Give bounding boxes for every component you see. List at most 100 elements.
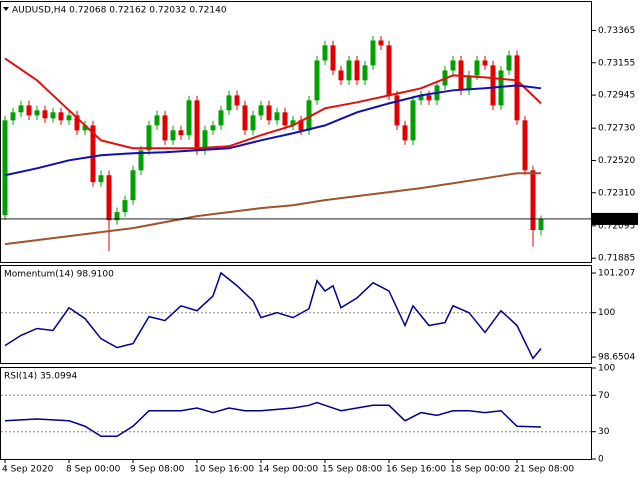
candle-body bbox=[346, 60, 352, 81]
candle-body bbox=[338, 70, 344, 81]
candle-body bbox=[418, 95, 424, 101]
candle-body bbox=[82, 125, 88, 131]
candle-body bbox=[178, 130, 184, 136]
candle-body bbox=[370, 40, 376, 66]
candle-body bbox=[2, 120, 8, 216]
indicator-line bbox=[4, 401, 542, 437]
candle-body bbox=[498, 70, 504, 106]
candle-body bbox=[202, 130, 208, 151]
x-tick-label: 4 Sep 2020 bbox=[2, 465, 54, 475]
candle-body bbox=[194, 100, 200, 151]
x-tick-label: 15 Sep 08:00 bbox=[322, 465, 382, 475]
candle-body bbox=[274, 112, 280, 121]
candle-body bbox=[258, 105, 264, 116]
candle-body bbox=[322, 45, 328, 61]
candle-body bbox=[90, 125, 96, 183]
y-tick-label: 70 bbox=[598, 391, 610, 401]
candle-body bbox=[114, 212, 120, 221]
rsi-panel-frame bbox=[0, 367, 592, 460]
x-tick-label: 14 Sep 00:00 bbox=[258, 465, 318, 475]
y-tick-label: 0.72945 bbox=[598, 91, 635, 101]
candle-body bbox=[218, 110, 224, 126]
candle-body bbox=[426, 95, 432, 101]
candle-body bbox=[378, 40, 384, 46]
symbol-marker bbox=[3, 7, 9, 11]
y-tick-label: 0 bbox=[598, 455, 604, 465]
candle-body bbox=[146, 125, 152, 151]
y-tick-label: 0.72730 bbox=[598, 124, 635, 134]
candle-body bbox=[10, 112, 16, 121]
candle-body bbox=[138, 150, 144, 171]
x-tick-label: 10 Sep 16:00 bbox=[194, 465, 254, 475]
x-tick-label: 18 Sep 00:00 bbox=[450, 465, 510, 475]
candle-body bbox=[410, 100, 416, 141]
x-tick-label: 8 Sep 00:00 bbox=[66, 465, 121, 475]
x-tick-label: 9 Sep 08:00 bbox=[130, 465, 185, 475]
y-tick-label: 100 bbox=[598, 308, 615, 318]
candle-body bbox=[250, 115, 256, 131]
candle-body bbox=[282, 112, 288, 126]
indicator-line bbox=[4, 271, 542, 360]
candle-body bbox=[530, 170, 536, 230]
candle-body bbox=[290, 120, 296, 126]
candle-body bbox=[42, 110, 48, 119]
candle-body bbox=[266, 105, 272, 121]
candle-body bbox=[122, 200, 128, 213]
candle-body bbox=[298, 120, 304, 131]
candle-body bbox=[154, 115, 160, 126]
candle-body bbox=[74, 115, 80, 131]
candle-body bbox=[474, 60, 480, 76]
momentum-panel-frame bbox=[0, 265, 592, 364]
y-tick-label: 100 bbox=[598, 364, 615, 374]
moving-average bbox=[4, 84, 542, 177]
candle-body bbox=[106, 175, 112, 221]
candle-body bbox=[234, 95, 240, 106]
candle-body bbox=[514, 55, 520, 121]
candle-body bbox=[162, 115, 168, 141]
y-tick-label: 0.73365 bbox=[598, 26, 635, 36]
candle-body bbox=[210, 125, 216, 131]
candle-body bbox=[26, 105, 32, 116]
candle-body bbox=[386, 45, 392, 96]
candle-body bbox=[522, 120, 528, 171]
y-tick-label: 98.6504 bbox=[598, 353, 635, 363]
candle-body bbox=[242, 105, 248, 131]
candle-body bbox=[394, 95, 400, 126]
main-panel-frame bbox=[0, 1, 592, 263]
y-tick-label: 0.72095 bbox=[598, 221, 635, 231]
y-tick-label: 0.71885 bbox=[598, 254, 635, 264]
candle-body bbox=[50, 112, 56, 119]
y-tick-label: 0.72310 bbox=[598, 188, 635, 198]
candle-body bbox=[506, 55, 512, 71]
candle-body bbox=[66, 115, 72, 121]
panel-title: RSI(14) 35.0994 bbox=[4, 372, 77, 382]
candle-body bbox=[306, 100, 312, 131]
candle-body bbox=[34, 110, 40, 116]
candle-body bbox=[538, 218, 544, 230]
candle-body bbox=[314, 60, 320, 101]
candle-body bbox=[18, 105, 24, 113]
y-tick-label: 0.73155 bbox=[598, 58, 635, 68]
moving-average bbox=[4, 57, 542, 150]
candle-body bbox=[402, 125, 408, 141]
candle-body bbox=[98, 175, 104, 183]
last-price-label: 0.72140 bbox=[596, 214, 633, 224]
candle-body bbox=[130, 170, 136, 201]
candle-body bbox=[170, 130, 176, 141]
last-price-box bbox=[592, 212, 638, 225]
candle-body bbox=[330, 45, 336, 71]
panel-title: AUDUSD,H4 0.72068 0.72162 0.72032 0.7214… bbox=[12, 6, 227, 16]
candle-body bbox=[490, 65, 496, 106]
candle-body bbox=[482, 60, 488, 66]
x-tick-label: 21 Sep 08:00 bbox=[514, 465, 574, 475]
candle-body bbox=[450, 60, 456, 71]
candle-body bbox=[58, 112, 64, 121]
y-tick-label: 30 bbox=[598, 427, 610, 437]
candle-body bbox=[226, 95, 232, 111]
y-tick-label: 0.72520 bbox=[598, 156, 635, 166]
moving-average bbox=[4, 172, 541, 246]
candle-body bbox=[354, 60, 360, 81]
panel-title: Momentum(14) 98.9100 bbox=[4, 270, 114, 280]
candle-body bbox=[466, 75, 472, 91]
